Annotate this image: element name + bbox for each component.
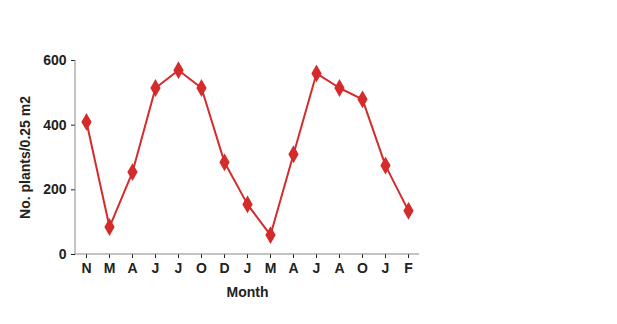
svg-text:D: D — [219, 260, 229, 276]
svg-text:J: J — [313, 260, 321, 276]
svg-text:0: 0 — [59, 246, 67, 262]
svg-text:N: N — [81, 260, 91, 276]
svg-text:600: 600 — [43, 52, 67, 68]
svg-text:Month: Month — [227, 284, 269, 300]
svg-text:F: F — [404, 260, 413, 276]
svg-text:M: M — [104, 260, 116, 276]
svg-text:200: 200 — [43, 181, 67, 197]
svg-text:J: J — [244, 260, 252, 276]
svg-text:J: J — [175, 260, 183, 276]
svg-text:M: M — [265, 260, 277, 276]
svg-text:O: O — [196, 260, 207, 276]
svg-text:O: O — [357, 260, 368, 276]
svg-text:J: J — [152, 260, 160, 276]
svg-text:No. plants/0.25 m2: No. plants/0.25 m2 — [17, 96, 33, 219]
svg-text:A: A — [334, 260, 344, 276]
svg-text:J: J — [382, 260, 390, 276]
svg-text:A: A — [288, 260, 298, 276]
svg-text:400: 400 — [43, 117, 67, 133]
svg-text:A: A — [127, 260, 137, 276]
